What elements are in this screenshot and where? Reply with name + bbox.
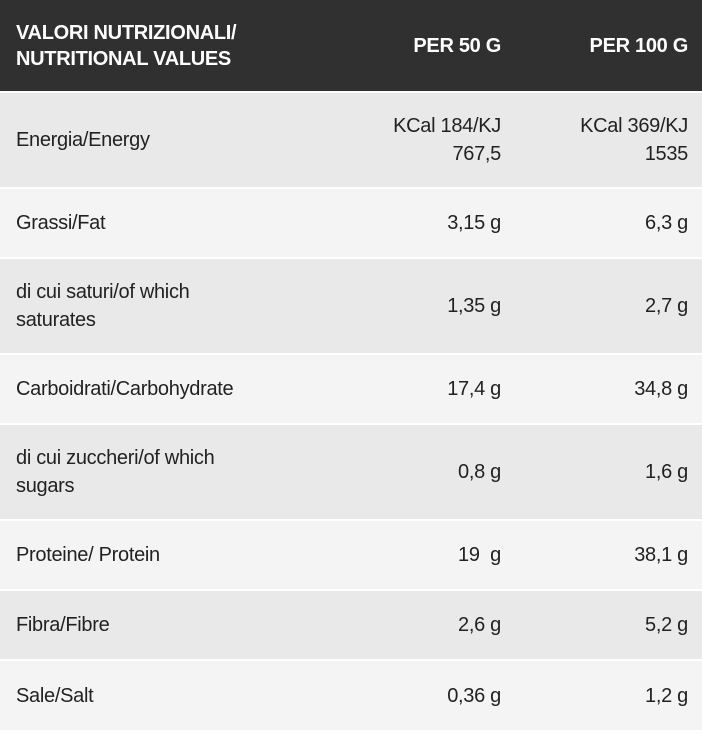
nutrient-name: Proteine/ Protein — [16, 544, 160, 566]
value-per-50g: 0,36 g — [447, 684, 501, 707]
value-per-100g: 2,7 g — [645, 295, 688, 317]
nutrient-name: Carboidrati/Carbohydrate — [16, 378, 234, 400]
value-per-100g: KCal 369/KJ 1535 — [580, 115, 688, 165]
header-per-50g: PER 50 G — [413, 34, 501, 57]
value-per-100g: 34,8 g — [634, 378, 688, 400]
value-per-100g: 1,2 g — [645, 684, 688, 707]
value-per-100g: 38,1 g — [634, 544, 688, 566]
nutrient-name: Fibra/Fibre — [16, 614, 110, 636]
header-nutritional-values: VALORI NUTRIZIONALI/ NUTRITIONAL VALUES — [0, 0, 352, 92]
nutrient-name: di cui saturi/of which saturates — [16, 281, 190, 331]
value-per-50g: KCal 184/KJ 767,5 — [393, 115, 501, 165]
nutrient-name: Energia/Energy — [16, 129, 150, 151]
header-name-line1: VALORI NUTRIZIONALI/ — [16, 21, 237, 44]
nutrient-name: Sale/Salt — [16, 684, 94, 707]
header-per-100g: PER 100 G — [589, 34, 689, 57]
table-row-carbohydrate: Carboidrati/Carbohydrate 17,4 g 34,8 g — [0, 354, 702, 424]
nutrient-name: di cui zuccheri/of which sugars — [16, 447, 215, 497]
table-row-fibre: Fibra/Fibre 2,6 g 5,2 g — [0, 590, 702, 660]
table-row-salt: Sale/Salt 0,36 g 1,2 g — [0, 660, 702, 730]
value-per-100g: 5,2 g — [645, 614, 688, 636]
value-per-50g: 2,6 g — [458, 614, 501, 636]
table-header: VALORI NUTRIZIONALI/ NUTRITIONAL VALUES … — [0, 0, 702, 92]
value-per-100g: 1,6 g — [645, 461, 688, 483]
table-row-fat: Grassi/Fat 3,15 g 6,3 g — [0, 188, 702, 258]
value-per-50g: 3,15 g — [447, 212, 501, 234]
table-row-saturates: di cui saturi/of which saturates 1,35 g … — [0, 258, 702, 354]
value-per-50g: 19 g — [458, 544, 501, 566]
value-per-50g: 0,8 g — [458, 461, 501, 483]
table-row-protein: Proteine/ Protein 19 g 38,1 g — [0, 520, 702, 590]
table-row-sugars: di cui zuccheri/of which sugars 0,8 g 1,… — [0, 424, 702, 520]
nutrient-name: Grassi/Fat — [16, 212, 106, 234]
value-per-50g: 1,35 g — [447, 295, 501, 317]
value-per-100g: 6,3 g — [645, 212, 688, 234]
header-name-line2: NUTRITIONAL VALUES — [16, 47, 231, 70]
table-body: Energia/Energy KCal 184/KJ 767,5 KCal 36… — [0, 92, 702, 730]
header-row: VALORI NUTRIZIONALI/ NUTRITIONAL VALUES … — [0, 0, 702, 92]
table-row-energy: Energia/Energy KCal 184/KJ 767,5 KCal 36… — [0, 92, 702, 188]
value-per-50g: 17,4 g — [447, 378, 501, 400]
